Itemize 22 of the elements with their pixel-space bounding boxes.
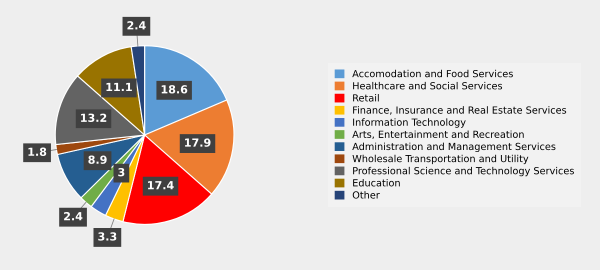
data-label: 3.3 bbox=[98, 232, 116, 241]
data-label: 2.4 bbox=[127, 21, 146, 30]
data-label: 17.4 bbox=[148, 181, 174, 190]
legend-label: Wholesale Transportation and Utility bbox=[352, 154, 528, 164]
legend-label: Arts, Entertainment and Recreation bbox=[352, 130, 524, 139]
legend-label: Healthcare and Social Services bbox=[353, 82, 502, 90]
data-label: 18.6 bbox=[162, 85, 188, 94]
data-label: 2.4 bbox=[64, 212, 82, 220]
legend-label: Professional Science and Technology Services bbox=[353, 166, 574, 176]
data-label: 1.8 bbox=[28, 148, 46, 156]
legend-label: Other bbox=[352, 191, 380, 199]
data-label: 8.9 bbox=[88, 155, 107, 164]
data-label: 3 bbox=[118, 168, 124, 176]
legend-label: Finance, Insurance and Real Estate Services bbox=[353, 106, 566, 115]
data-label: 13.2 bbox=[81, 114, 106, 122]
data-label: 11.1 bbox=[106, 82, 132, 92]
legend-label: Information Technology bbox=[353, 118, 466, 128]
data-label: 17.9 bbox=[185, 138, 211, 147]
legend-label: Accomodation and Food Services bbox=[352, 70, 513, 78]
legend-label: Education bbox=[353, 178, 400, 186]
legend-label: Administration and Management Services bbox=[352, 142, 556, 152]
legend-label: Retail bbox=[353, 94, 379, 102]
